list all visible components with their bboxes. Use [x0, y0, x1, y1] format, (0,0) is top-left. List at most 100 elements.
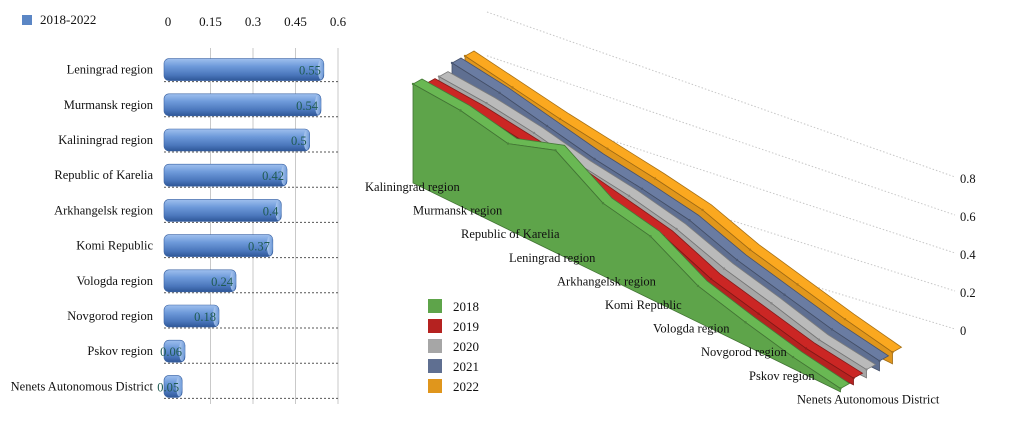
- category-label-vologda-region: Vologda region: [77, 274, 154, 288]
- point-2020-murmansk-region: [485, 101, 488, 105]
- point-2018-pskov-region: [791, 355, 795, 359]
- point-2022-komi-republic: [701, 208, 704, 212]
- ribbon-series: [411, 50, 903, 393]
- point-2021-arkhangelsk-region: [640, 187, 644, 190]
- category-label-republic-of-karelia: Republic of Karelia: [54, 168, 153, 182]
- category-label-arkhangelsk-region: Arkhangelsk region: [54, 203, 154, 217]
- value-label-pskov-region: 0.06: [160, 345, 182, 359]
- ribbon-face-2018: [412, 83, 841, 393]
- z-tick-label-0-4: 0.4: [960, 248, 976, 262]
- legend-label-2018: 2018: [453, 299, 479, 314]
- value-label-kaliningrad-region: 0.5: [291, 134, 307, 148]
- legend-swatch-2018: [428, 299, 442, 313]
- ribbon-category-label-arkhangelsk-region: Arkhangelsk region: [557, 274, 657, 288]
- point-2018-murmansk-region: [459, 109, 462, 112]
- point-2020-kaliningrad-region: [437, 75, 441, 78]
- legend-swatch-2020: [428, 339, 442, 353]
- point-2021-komi-republic: [688, 219, 691, 222]
- point-2022-nenets-autonomous-district: [891, 351, 894, 354]
- category-label-nenets-autonomous-district: Nenets Autonomous District: [11, 379, 154, 393]
- point-2020-komi-republic: [675, 227, 678, 231]
- ribbon-category-label-murmansk-region: Murmansk region: [413, 204, 503, 218]
- bar-kaliningrad-region: [163, 128, 310, 152]
- point-2022-arkhangelsk-region: [653, 177, 657, 180]
- bar-cap-vologda-region: [230, 270, 236, 291]
- x-tick-label-0-6: 0.6: [330, 14, 347, 29]
- z-gridline: [486, 99, 956, 254]
- z-tick-label-0-6: 0.6: [960, 210, 976, 224]
- point-2018-novgorod-region: [744, 321, 747, 324]
- bar-cap-murmansk-region: [315, 94, 321, 115]
- legend-swatch-2021: [428, 359, 442, 373]
- point-2020-republic-of-karelia: [532, 131, 536, 135]
- horizontal-bar-chart: 2018-2022 0 0.15 0.3 0.45 0.6 Leningrad regi…: [11, 12, 347, 404]
- category-label-kaliningrad-region: Kaliningrad region: [58, 133, 154, 147]
- legend-swatch-2022: [428, 379, 442, 393]
- point-2018-republic-of-karelia: [506, 142, 510, 145]
- point-2021-nenets-autonomous-district: [878, 359, 881, 363]
- ribbon-category-label-komi-republic: Komi Republic: [605, 298, 682, 312]
- bar-cap-novgorod-region: [213, 306, 219, 326]
- point-2019-pskov-region: [804, 347, 808, 350]
- ribbon-z-axis-ticks: 0 0.2 0.4 0.6 0.8: [960, 172, 976, 338]
- point-2019-vologda-region: [709, 277, 713, 281]
- x-tick-label-0-3: 0.3: [245, 14, 261, 29]
- point-2021-murmansk-region: [498, 91, 501, 95]
- legend-label-2022: 2022: [453, 379, 479, 394]
- value-label-nenets-autonomous-district: 0.05: [157, 380, 179, 394]
- legend-label-2018-2022: 2018-2022: [40, 12, 96, 27]
- point-2022-pskov-region: [843, 317, 847, 321]
- value-label-komi-republic: 0.37: [248, 240, 270, 254]
- point-2021-kaliningrad-region: [450, 61, 454, 65]
- value-label-murmansk-region: 0.54: [296, 99, 319, 113]
- ribbon-category-label-kaliningrad-region: Kaliningrad region: [365, 180, 461, 194]
- category-label-leningrad-region: Leningrad region: [67, 63, 154, 77]
- point-2020-nenets-autonomous-district: [865, 368, 868, 371]
- bar-marks: [163, 58, 325, 398]
- bar-cap-arkhangelsk-region: [275, 200, 282, 221]
- point-2019-nenets-autonomous-district: [852, 377, 855, 380]
- ribbon-category-label-leningrad-region: Leningrad region: [509, 251, 596, 265]
- point-2020-arkhangelsk-region: [627, 194, 631, 197]
- point-2022-kaliningrad-region: [463, 54, 467, 58]
- point-2021-novgorod-region: [783, 293, 786, 296]
- point-2021-leningrad-region: [593, 157, 596, 161]
- point-2020-vologda-region: [722, 267, 726, 270]
- ribbon-legend: 2018 2019 2020 2021 2022: [428, 299, 479, 394]
- point-2020-novgorod-region: [770, 302, 773, 305]
- value-label-vologda-region: 0.24: [211, 275, 234, 289]
- ribbon-category-labels: Kaliningrad region Murmansk region Republi…: [365, 180, 940, 406]
- bar-cap-republic-of-karelia: [281, 165, 287, 186]
- point-2022-novgorod-region: [796, 283, 799, 286]
- bar-value-labels: 0.55 0.54 0.5 0.42 0.4 0.37 0.24 0.18 0.06 0.05: [157, 64, 321, 395]
- ribbon-category-label-novgorod-region: Novgorod region: [701, 345, 787, 359]
- x-tick-label-0-15: 0.15: [199, 14, 222, 29]
- ribbon-category-label-pskov-region: Pskov region: [749, 369, 815, 383]
- value-label-republic-of-karelia: 0.42: [262, 169, 284, 183]
- point-2018-vologda-region: [696, 284, 700, 288]
- point-2021-republic-of-karelia: [545, 124, 549, 128]
- ribbon-category-label-vologda-region: Vologda region: [653, 322, 730, 336]
- point-2022-leningrad-region: [606, 147, 609, 150]
- bar-cap-komi-republic: [266, 235, 273, 256]
- x-tick-label-0: 0: [165, 14, 172, 29]
- value-label-novgorod-region: 0.18: [194, 310, 216, 324]
- legend-label-2019: 2019: [453, 319, 479, 334]
- bar-cap-nenets-autonomous-district: [176, 376, 183, 397]
- legend-swatch-2018-2022: [22, 15, 32, 25]
- z-tick-label-0: 0: [960, 324, 966, 338]
- ribbon-area-chart: 0 0.2 0.4 0.6 0.8 Kaliningrad region Murmansk…: [365, 11, 976, 406]
- bar-category-labels: Leningrad region Murmansk region Kaliningr…: [11, 63, 154, 394]
- z-tick-label-0-2: 0.2: [960, 286, 976, 300]
- point-2018-leningrad-region: [554, 149, 557, 152]
- series-2018: [411, 78, 851, 393]
- point-2021-vologda-region: [735, 258, 739, 262]
- category-label-novgorod-region: Novgorod region: [67, 309, 153, 323]
- bar-cap-kaliningrad-region: [303, 130, 310, 150]
- category-label-murmansk-region: Murmansk region: [64, 98, 154, 112]
- point-2022-murmansk-region: [511, 86, 514, 89]
- point-2020-pskov-region: [817, 338, 821, 341]
- value-label-leningrad-region: 0.55: [299, 64, 321, 78]
- legend-label-2020: 2020: [453, 339, 479, 354]
